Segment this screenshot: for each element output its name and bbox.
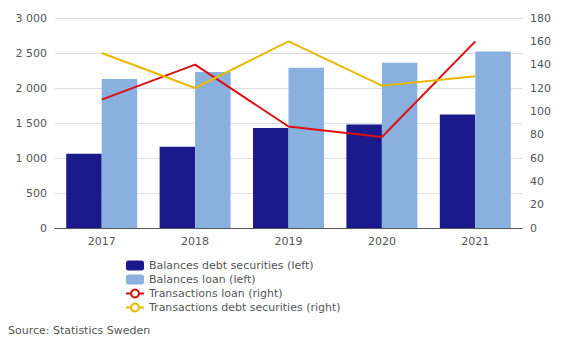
svg-text:20: 20 bbox=[530, 198, 544, 211]
svg-text:Balances loan (left): Balances loan (left) bbox=[149, 273, 256, 286]
svg-text:2019: 2019 bbox=[275, 235, 303, 248]
svg-text:120: 120 bbox=[530, 82, 551, 95]
svg-text:2021: 2021 bbox=[461, 235, 489, 248]
svg-text:140: 140 bbox=[530, 58, 551, 71]
svg-text:2018: 2018 bbox=[181, 235, 209, 248]
svg-text:2017: 2017 bbox=[88, 235, 116, 248]
svg-text:80: 80 bbox=[530, 128, 544, 141]
svg-text:180: 180 bbox=[530, 12, 551, 25]
svg-text:3 000: 3 000 bbox=[16, 12, 48, 25]
svg-text:1 000: 1 000 bbox=[16, 152, 48, 165]
svg-text:2020: 2020 bbox=[368, 235, 396, 248]
svg-text:1 500: 1 500 bbox=[16, 117, 48, 130]
svg-text:2 500: 2 500 bbox=[16, 47, 48, 60]
svg-text:2 000: 2 000 bbox=[16, 82, 48, 95]
svg-text:Transactions loan (right): Transactions loan (right) bbox=[148, 287, 283, 300]
svg-text:Transactions debt securities (: Transactions debt securities (right) bbox=[148, 301, 341, 314]
svg-text:0: 0 bbox=[40, 222, 47, 235]
svg-text:100: 100 bbox=[530, 105, 551, 118]
svg-text:Balances debt securities (left: Balances debt securities (left) bbox=[149, 259, 314, 272]
svg-text:60: 60 bbox=[530, 152, 544, 165]
svg-text:160: 160 bbox=[530, 35, 551, 48]
svg-text:0: 0 bbox=[530, 222, 537, 235]
svg-text:40: 40 bbox=[530, 175, 544, 188]
svg-text:Source: Statistics Sweden: Source: Statistics Sweden bbox=[8, 324, 150, 337]
svg-text:500: 500 bbox=[26, 187, 47, 200]
